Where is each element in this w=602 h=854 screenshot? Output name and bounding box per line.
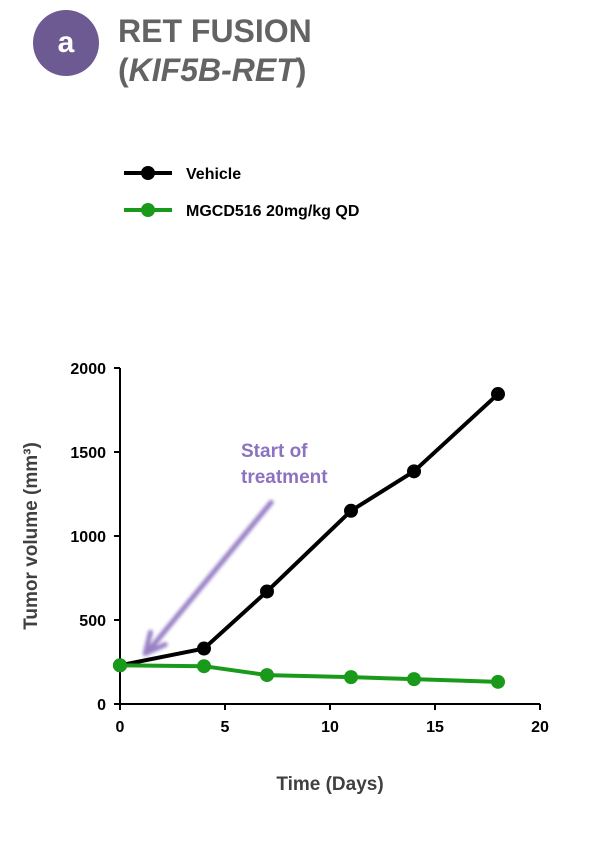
legend-label-treated: MGCD516 20mg/kg QD — [186, 203, 359, 220]
start-of-treatment-arrow — [142, 499, 274, 657]
data-point-vehicle — [344, 503, 358, 518]
y-tick-label: 1000 — [70, 529, 106, 546]
legend-label-vehicle: Vehicle — [186, 166, 241, 183]
data-point-treated — [407, 672, 421, 687]
arrow-shaft — [148, 499, 274, 651]
series-line-treated — [119, 663, 499, 684]
data-point-vehicle — [491, 387, 505, 402]
data-point-treated — [113, 658, 127, 673]
x-tick-label: 0 — [116, 719, 125, 736]
title-line-2: (KIF5B-RET) — [118, 52, 307, 88]
data-point-treated — [197, 659, 211, 674]
panel-title: RET FUSION (KIF5B-RET) — [118, 12, 312, 90]
y-tick-label: 0 — [97, 697, 106, 714]
arrow-head — [142, 629, 168, 657]
x-tick-label: 15 — [426, 719, 444, 736]
annotation-line-2: treatment — [241, 467, 328, 488]
x-tick-label: 10 — [321, 719, 339, 736]
annotation-line-1: Start of — [241, 441, 308, 462]
data-point-vehicle — [197, 641, 211, 656]
data-point-vehicle — [407, 464, 421, 479]
data-point-treated — [344, 670, 358, 685]
title-line-1: RET FUSION — [118, 13, 312, 49]
legend-marker-vehicle — [141, 166, 155, 180]
y-axis-title: Tumor volume (mm³) — [21, 442, 42, 630]
x-axis-title: Time (Days) — [276, 774, 383, 795]
legend-marker-treated — [141, 203, 155, 217]
y-tick-label: 500 — [79, 613, 106, 630]
y-tick-label: 1500 — [70, 445, 106, 462]
panel-badge: a — [33, 10, 99, 76]
y-tick-label: 2000 — [70, 361, 106, 378]
data-point-treated — [260, 668, 274, 683]
data-point-vehicle — [260, 584, 274, 599]
data-point-treated — [491, 674, 505, 689]
x-tick-label: 5 — [221, 719, 230, 736]
series-line-vehicle — [119, 392, 500, 668]
x-tick-label: 20 — [531, 719, 549, 736]
